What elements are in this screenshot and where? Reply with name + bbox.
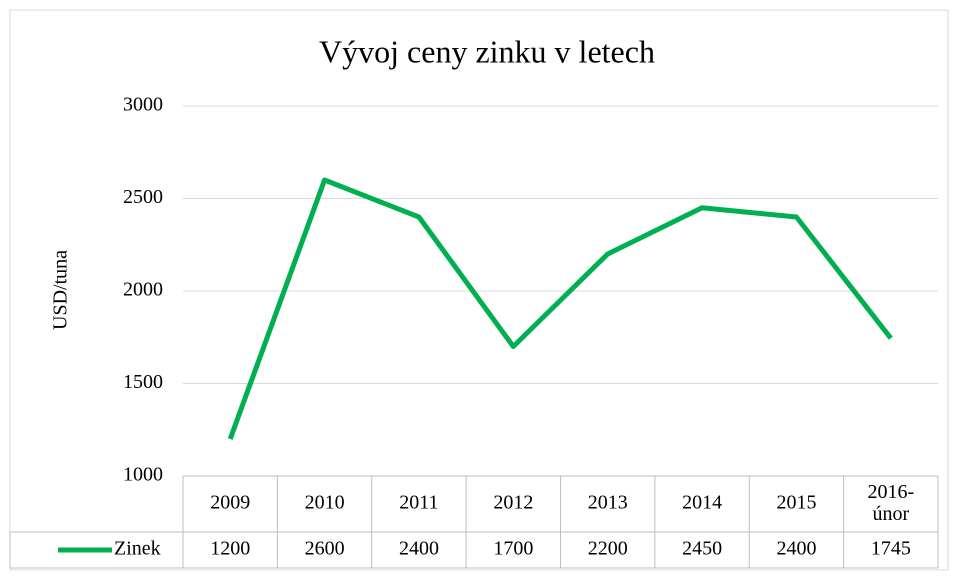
y-tick-label: 1000 (123, 464, 163, 486)
y-axis-label: USD/tuna (50, 250, 72, 330)
chart-title: Vývoj ceny zinku v letech (319, 33, 655, 69)
line (227, 177, 893, 440)
y-tick-label: 3000 (123, 94, 163, 116)
legend-label: Zinek (114, 538, 161, 560)
x-tick-label: 2009 (210, 492, 250, 514)
table-value: 1700 (493, 538, 533, 560)
x-tick-label: 2011 (399, 492, 438, 514)
x-tick-label: 2010 (305, 492, 345, 514)
table-value: 2600 (305, 538, 345, 560)
table-value: 1745 (871, 538, 911, 560)
x-tick-label: 2015 (776, 492, 816, 514)
x-tick-label: 2016-únor (867, 481, 914, 525)
table-value: 1200 (210, 538, 250, 560)
x-tick-label: 2012 (493, 492, 533, 514)
x-tick-label: 2013 (588, 492, 628, 514)
x-tick-label-part: únor (872, 503, 909, 525)
x-tick-label: 2014 (682, 492, 722, 514)
chart-frame (9, 9, 949, 571)
y-tick-label: 1500 (123, 371, 163, 393)
table-value: 2450 (682, 538, 722, 560)
table-value: 2200 (588, 538, 628, 560)
table-value: 2400 (399, 538, 439, 560)
table-value: 2400 (776, 538, 816, 560)
x-tick-label-part: 2016- (867, 481, 914, 503)
y-tick-label: 2000 (123, 279, 163, 301)
y-tick-label: 2500 (123, 186, 163, 208)
